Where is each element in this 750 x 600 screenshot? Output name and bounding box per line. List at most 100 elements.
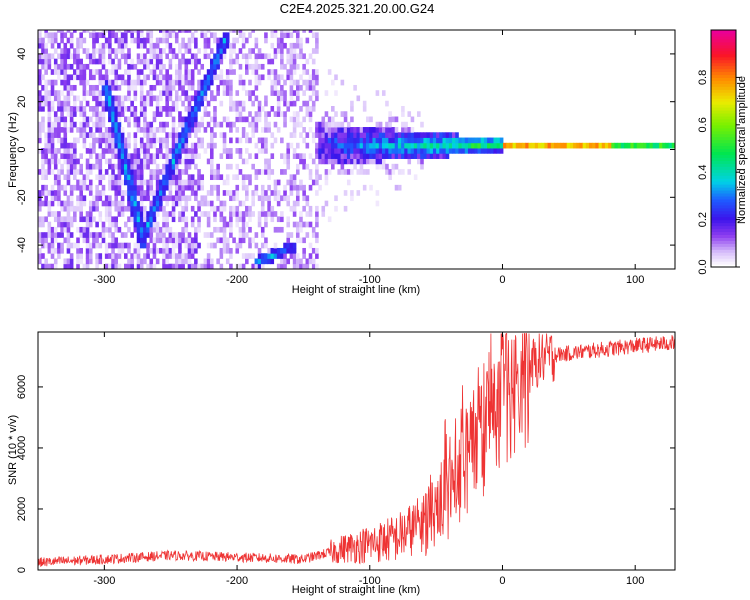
spectrogram-cell bbox=[53, 37, 58, 44]
spectrogram-cell bbox=[174, 253, 179, 259]
spectrogram-cell bbox=[149, 232, 154, 238]
spectrogram-cell bbox=[273, 53, 278, 60]
spectrogram-cell bbox=[229, 95, 233, 102]
spectrogram-cell bbox=[289, 84, 294, 91]
colorbar-step bbox=[711, 136, 736, 141]
spectrogram-cell bbox=[82, 174, 87, 181]
spectrogram-cell bbox=[85, 53, 90, 60]
spectrogram-cell bbox=[162, 216, 166, 223]
spectrogram-cell bbox=[60, 247, 64, 254]
spectrogram-cell bbox=[184, 258, 189, 265]
spectrogram-cell bbox=[130, 30, 134, 33]
spectrogram-cell bbox=[76, 158, 80, 165]
spectrogram-cell bbox=[44, 200, 48, 207]
spectrogram-cell bbox=[289, 58, 294, 65]
spectrogram-cell bbox=[162, 74, 166, 81]
spectrogram-cell bbox=[311, 74, 316, 81]
spectrogram-cell bbox=[235, 205, 240, 212]
spectrogram-cell bbox=[388, 148, 392, 154]
spectrogram-cell bbox=[362, 148, 367, 154]
spectrogram-cell bbox=[229, 226, 233, 233]
spectrogram-cell bbox=[38, 132, 42, 138]
spectrogram-cell bbox=[219, 211, 224, 217]
spectrogram-cell bbox=[649, 142, 654, 149]
spectrogram-cell bbox=[276, 90, 281, 96]
spectrogram-cell bbox=[101, 84, 106, 91]
spectrogram-cell bbox=[98, 53, 103, 60]
spectrogram-cell bbox=[324, 121, 329, 128]
spectrogram-cell bbox=[283, 63, 287, 70]
spectrogram-cell bbox=[95, 100, 99, 107]
spectrogram-cell bbox=[108, 211, 112, 217]
spectrogram-cell bbox=[111, 253, 115, 259]
spectrogram-cell bbox=[302, 221, 306, 228]
spectrogram-cell bbox=[159, 142, 163, 149]
spectrogram-cell bbox=[159, 106, 163, 112]
spectrogram-cell bbox=[123, 179, 128, 186]
spectrogram-cell bbox=[206, 253, 211, 259]
spectrogram-cell bbox=[381, 153, 386, 159]
spectrogram-cell bbox=[171, 242, 176, 249]
spectrogram-cell bbox=[136, 69, 141, 75]
colorbar-step bbox=[711, 68, 736, 73]
spectrogram-cell bbox=[343, 158, 348, 165]
spectrogram-cell bbox=[235, 242, 240, 249]
spectrogram-cell bbox=[340, 153, 345, 159]
spectrogram-cell bbox=[101, 132, 106, 138]
spectrogram-cell bbox=[73, 169, 77, 175]
spectrogram-cell bbox=[442, 148, 447, 154]
spectrogram-cell bbox=[305, 111, 310, 117]
y-tick-label: 0 bbox=[16, 567, 28, 573]
spectrogram-cell bbox=[120, 127, 125, 133]
y-tick-label: 0 bbox=[16, 146, 28, 152]
spectrogram-cell bbox=[334, 195, 338, 202]
spectrogram-cell bbox=[108, 32, 112, 39]
spectrogram-cell bbox=[299, 53, 303, 60]
spectrogram-cell bbox=[143, 95, 147, 102]
spectrogram-cell bbox=[155, 190, 160, 196]
spectrogram-cell bbox=[57, 121, 61, 128]
spectrogram-cell bbox=[283, 90, 287, 96]
spectrogram-cell bbox=[139, 163, 144, 170]
spectrogram-cell bbox=[117, 242, 122, 249]
spectrogram-cell bbox=[95, 195, 99, 202]
spectrogram-cell bbox=[60, 111, 64, 117]
spectrogram-cell bbox=[73, 137, 77, 144]
spectrogram-cell bbox=[127, 137, 131, 144]
spectrogram-cell bbox=[127, 200, 131, 207]
spectrogram-cell bbox=[337, 153, 341, 159]
spectrogram-cell bbox=[353, 163, 357, 170]
spectrogram-cell bbox=[292, 30, 297, 33]
spectrogram-cell bbox=[50, 158, 55, 165]
spectrogram-cell bbox=[168, 237, 173, 244]
spectrogram-cell bbox=[197, 263, 201, 269]
spectrogram-cell bbox=[276, 195, 281, 202]
colorbar-step bbox=[711, 127, 736, 132]
spectrogram-cell bbox=[66, 53, 71, 60]
spectrogram-cell bbox=[98, 111, 103, 117]
spectrogram-cell bbox=[152, 226, 157, 233]
spectrogram-cell bbox=[302, 253, 306, 259]
spectrogram-cell bbox=[289, 242, 294, 249]
spectrogram-cell bbox=[248, 179, 252, 186]
spectrogram-cell bbox=[375, 127, 380, 133]
spectrogram-cell bbox=[410, 132, 415, 138]
spectrogram-cell bbox=[104, 200, 109, 207]
spectrogram-cell bbox=[168, 74, 173, 81]
spectrogram-cell bbox=[254, 242, 259, 249]
spectrogram-cell bbox=[130, 211, 134, 217]
spectrogram-cell bbox=[190, 184, 195, 191]
spectrogram-cell bbox=[289, 48, 294, 54]
spectrogram-cell bbox=[652, 142, 657, 149]
spectrogram-cell bbox=[302, 205, 306, 212]
spectrogram-cell bbox=[232, 174, 236, 181]
spectrogram-cell bbox=[423, 148, 427, 154]
colorbar-step bbox=[711, 184, 736, 188]
spectrogram-cell bbox=[225, 116, 230, 123]
spectrogram-cell bbox=[120, 95, 125, 102]
spectrogram-cell bbox=[366, 137, 370, 144]
spectrogram-cell bbox=[82, 232, 87, 238]
spectrogram-cell bbox=[327, 137, 332, 144]
spectrogram-cell bbox=[155, 195, 160, 202]
spectrogram-cell bbox=[251, 195, 255, 202]
